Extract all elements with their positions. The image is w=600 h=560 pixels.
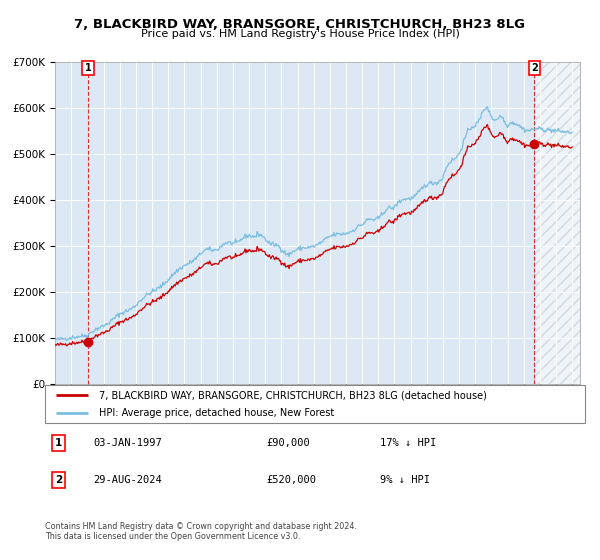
Text: 2: 2: [55, 475, 62, 485]
Text: 1: 1: [55, 438, 62, 448]
Text: £520,000: £520,000: [266, 475, 316, 485]
Text: Price paid vs. HM Land Registry's House Price Index (HPI): Price paid vs. HM Land Registry's House …: [140, 29, 460, 39]
Text: 2: 2: [531, 63, 538, 73]
Text: £90,000: £90,000: [266, 438, 310, 448]
Text: 7, BLACKBIRD WAY, BRANSGORE, CHRISTCHURCH, BH23 8LG (detached house): 7, BLACKBIRD WAY, BRANSGORE, CHRISTCHURC…: [99, 390, 487, 400]
Text: Contains HM Land Registry data © Crown copyright and database right 2024.: Contains HM Land Registry data © Crown c…: [45, 522, 357, 531]
Text: 03-JAN-1997: 03-JAN-1997: [94, 438, 163, 448]
Text: 29-AUG-2024: 29-AUG-2024: [94, 475, 163, 485]
Text: 7, BLACKBIRD WAY, BRANSGORE, CHRISTCHURCH, BH23 8LG: 7, BLACKBIRD WAY, BRANSGORE, CHRISTCHURC…: [74, 18, 526, 31]
Text: 9% ↓ HPI: 9% ↓ HPI: [380, 475, 430, 485]
Bar: [536, 62, 580, 384]
Text: 17% ↓ HPI: 17% ↓ HPI: [380, 438, 436, 448]
Text: 1: 1: [85, 63, 91, 73]
Text: This data is licensed under the Open Government Licence v3.0.: This data is licensed under the Open Gov…: [45, 532, 301, 541]
Text: HPI: Average price, detached house, New Forest: HPI: Average price, detached house, New …: [99, 408, 334, 418]
Bar: [536, 62, 580, 384]
